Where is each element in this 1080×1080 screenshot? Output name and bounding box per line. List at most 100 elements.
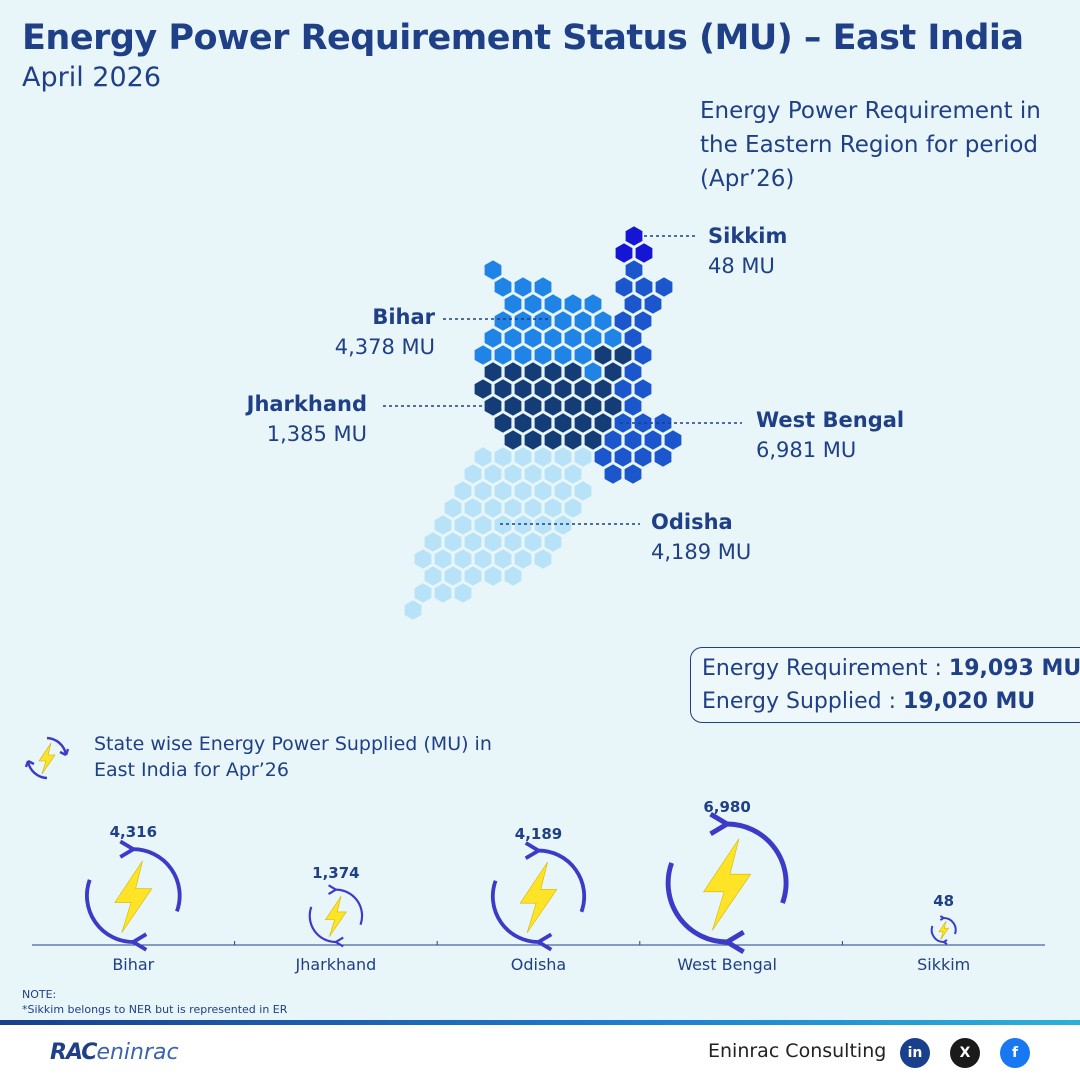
hex-cell-odisha [483,462,503,486]
hex-cell-odisha [453,581,473,605]
hex-cell-odisha [503,462,523,486]
category-label-west-bengal: West Bengal [677,955,777,974]
linkedin-icon[interactable]: in [900,1038,930,1068]
hex-cell-west-bengal [653,445,673,469]
logo-eninrac-text: eninrac [96,1040,179,1065]
hex-cell-jharkhand [543,394,563,418]
hex-cell-west-bengal [623,326,643,350]
hex-cell-west-bengal [623,360,643,384]
bubble-arrowhead [939,915,946,921]
company-name: Eninrac Consulting [708,1040,887,1062]
bubble-arrowhead [709,811,732,837]
bubble-arrowhead [524,841,543,860]
lightning-bolt-icon [324,896,347,937]
hex-cell-odisha [523,462,543,486]
hex-cell-west-bengal [623,394,643,418]
hex-cell-west-bengal [663,428,683,452]
hex-cell-odisha [573,445,593,469]
hex-cell-jharkhand [523,428,543,452]
hex-cell-bihar [473,343,493,367]
bubble-bihar [84,839,182,952]
hex-cell-jharkhand [583,428,603,452]
hex-cell-jharkhand [563,394,583,418]
hex-cell-jharkhand [493,377,513,401]
hex-cell-odisha [553,445,573,469]
hex-cell-odisha [573,479,593,503]
hex-cell-bihar [523,292,543,316]
jharkhand-value: 1,385 MU [266,422,367,446]
hex-cell-odisha [503,530,523,554]
bubble-arrowhead [129,932,148,952]
hex-cell-west-bengal [633,445,653,469]
bubble-west-bengal [665,811,789,955]
hex-cell-odisha [493,513,513,537]
hex-cell-odisha [423,530,443,554]
hex-cell-west-bengal [603,462,623,486]
bubble-arc [133,847,182,913]
note: NOTE: *Sikkim belongs to NER but is repr… [22,987,287,1017]
hex-cell-odisha [463,530,483,554]
hex-cell-odisha [543,496,563,520]
hex-cell-odisha [513,479,533,503]
hex-cell-bihar [523,326,543,350]
hex-cell-odisha [513,445,533,469]
hex-cell-odisha [503,564,523,588]
hex-cell-jharkhand [523,394,543,418]
hex-cell-bihar [563,326,583,350]
hex-cell-odisha [563,462,583,486]
hex-cell-bihar [513,343,533,367]
hex-cell-jharkhand [483,394,503,418]
hex-cell-odisha [493,445,513,469]
hex-cell-odisha [433,513,453,537]
totals-box: Energy Requirement : 19,093 MU Energy Su… [690,647,1080,723]
note-heading: NOTE: [22,988,57,1001]
lightning-bolt-icon [702,838,752,931]
hex-cell-west-bengal [593,445,613,469]
hex-cell-jharkhand [513,377,533,401]
bubble-jharkhand [308,884,364,948]
hex-cell-west-bengal [633,343,653,367]
data-label-sikkim: 48 [933,892,955,910]
hex-cell-odisha [443,564,463,588]
bubble-arrowhead [328,884,339,895]
hex-cell-bihar [553,309,573,333]
hex-cell-bihar [533,309,553,333]
energy-supplied-value: 19,020 MU [902,689,1036,714]
supply-chart [32,811,1045,955]
hex-cell-bihar [533,275,553,299]
category-label-jharkhand: Jharkhand [295,955,377,974]
hex-cell-bihar [563,292,583,316]
bubble-odisha [490,841,587,952]
hex-cell-west-bengal [614,275,634,299]
hex-cell-odisha [543,462,563,486]
hex-cell-west-bengal [633,309,653,333]
odisha-value: 4,189 MU [651,540,752,564]
hex-cell-sikkim [614,241,634,265]
category-label-odisha: Odisha [510,955,567,974]
hex-cell-odisha [563,496,583,520]
bubble-arrowhead [333,936,344,948]
hex-cell-jharkhand [493,411,513,435]
hex-cell-jharkhand [543,428,563,452]
hex-cell-bihar [533,343,553,367]
hex-cell-jharkhand [533,411,553,435]
energy-requirement-line: Energy Requirement : 19,093 MU [702,656,1080,681]
bihar-label: Bihar [372,305,435,329]
bubble-arc [943,917,957,935]
energy-supplied-line: Energy Supplied : 19,020 MU [702,689,1035,714]
hex-cell-sikkim [634,241,654,265]
hex-cell-sikkim [624,224,644,248]
hex-cell-jharkhand [513,411,533,435]
hex-cell-odisha [493,547,513,571]
hex-cell-odisha [553,479,573,503]
bubble-arc [727,821,789,904]
hex-cell-odisha [423,564,443,588]
hex-cell-bihar [483,258,503,282]
hex-cell-odisha [473,513,493,537]
facebook-icon[interactable]: f [1000,1038,1030,1068]
hex-cell-jharkhand [613,343,633,367]
hex-cell-odisha [473,479,493,503]
bihar-value: 4,378 MU [334,335,435,359]
hex-cell-west-bengal [624,258,644,282]
x-icon[interactable]: X [950,1038,980,1068]
